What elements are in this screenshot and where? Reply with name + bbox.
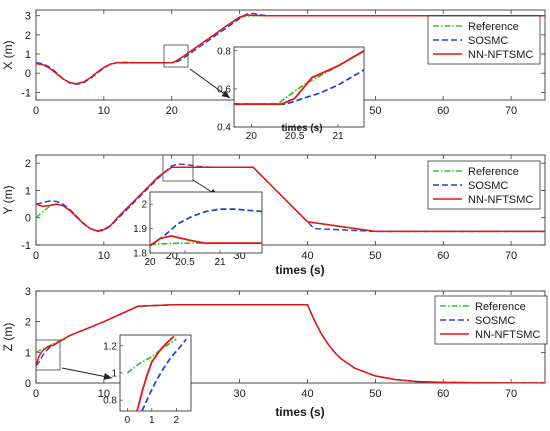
zoom-arrow bbox=[189, 68, 231, 99]
series-nn-nftsmc bbox=[36, 166, 545, 233]
legend-label: SOSMC bbox=[475, 315, 515, 327]
x-tick-label: 70 bbox=[505, 105, 517, 117]
series-group bbox=[36, 163, 545, 233]
x-axis-label: times (s) bbox=[275, 263, 324, 277]
y-tick-label: 2 bbox=[25, 317, 31, 329]
inset: 20 20.5 21 0.4 0.6 0.8 times (s) bbox=[217, 46, 365, 142]
legend-label: SOSMC bbox=[468, 180, 508, 192]
zoom-arrow bbox=[61, 367, 113, 379]
y-tick-label: 0 bbox=[25, 378, 31, 390]
x-tick-label: 10 bbox=[98, 250, 110, 262]
inset-series-nn-nftsmc bbox=[234, 50, 364, 105]
x-tick-label: 60 bbox=[437, 105, 449, 117]
legend: Reference SOSMC NN-NFTSMC bbox=[427, 15, 541, 65]
inset-series-nn-nftsmc bbox=[136, 335, 175, 411]
inset-y-tick-label: 2 bbox=[141, 200, 147, 211]
legend-label: Reference bbox=[468, 21, 519, 33]
legend-label: Reference bbox=[475, 301, 526, 313]
inset: 0 1 2 0.8 1 1.2 bbox=[103, 334, 192, 426]
y-axis-label: X (m) bbox=[1, 40, 15, 69]
y-tick-label: 2 bbox=[25, 158, 31, 170]
inset-y-tick-label: 0.6 bbox=[217, 84, 231, 95]
zoom-box bbox=[162, 154, 194, 182]
zoom-arrow-head bbox=[221, 90, 230, 98]
zoom-box bbox=[35, 339, 61, 371]
panel-z: 0102030405060700123Z (m)times (s)0120.81… bbox=[1, 286, 548, 426]
inset-x-tick-label: 21 bbox=[332, 131, 344, 142]
series-group bbox=[36, 304, 545, 383]
inset-x-tick-label: 20.5 bbox=[285, 131, 305, 142]
x-tick-label: 50 bbox=[369, 105, 381, 117]
legend-label: NN-NFTSMC bbox=[475, 329, 540, 341]
x-tick-label: 0 bbox=[33, 250, 39, 262]
legend-label: SOSMC bbox=[468, 35, 508, 47]
y-tick-label: 2 bbox=[25, 30, 31, 42]
x-tick-label: 60 bbox=[437, 388, 449, 400]
y-tick-label: -1 bbox=[21, 87, 31, 99]
x-tick-label: 60 bbox=[437, 250, 449, 262]
y-tick-label: 1 bbox=[25, 347, 31, 359]
x-tick-label: 20 bbox=[166, 105, 178, 117]
inset-x-tick-label: 2 bbox=[174, 415, 180, 426]
y-axis-label: Y (m) bbox=[1, 185, 15, 214]
inset-y-tick-label: 1.9 bbox=[133, 224, 147, 235]
inset-y-tick-label: 0.8 bbox=[217, 46, 231, 57]
y-tick-label: 1 bbox=[25, 185, 31, 197]
inset-series-nn-nftsmc bbox=[150, 234, 262, 247]
legend-label: NN-NFTSMC bbox=[468, 49, 533, 61]
inset-series-group bbox=[150, 208, 262, 247]
inset-y-tick-label: 0.8 bbox=[103, 396, 117, 407]
x-tick-label: 10 bbox=[98, 105, 110, 117]
inset-x-tick-label: 1 bbox=[149, 415, 155, 426]
inset-x-tick-label: 20 bbox=[144, 257, 156, 268]
inset-y-tick-label: 1.8 bbox=[133, 249, 147, 260]
legend: Reference SOSMC NN-NFTSMC bbox=[434, 295, 548, 345]
inset-x-tick-label: 21 bbox=[214, 257, 226, 268]
series-nn-nftsmc bbox=[36, 304, 545, 383]
y-tick-label: 3 bbox=[25, 286, 31, 298]
inset-x-label: times (s) bbox=[281, 123, 322, 134]
inset-y-tick-label: 1.2 bbox=[103, 341, 117, 352]
y-tick-label: 1 bbox=[25, 49, 31, 61]
inset-x-tick-label: 20 bbox=[246, 131, 258, 142]
legend-label: NN-NFTSMC bbox=[468, 194, 533, 206]
x-tick-label: 0 bbox=[33, 105, 39, 117]
zoom-box bbox=[163, 44, 189, 68]
legend-label: Reference bbox=[468, 166, 519, 178]
inset-series-group bbox=[126, 335, 187, 411]
y-tick-label: 0 bbox=[25, 213, 31, 225]
x-tick-label: 40 bbox=[301, 250, 313, 262]
x-tick-label: 10 bbox=[98, 388, 110, 400]
x-tick-label: 50 bbox=[369, 250, 381, 262]
x-tick-label: 70 bbox=[505, 250, 517, 262]
x-tick-label: 40 bbox=[301, 388, 313, 400]
y-tick-label: 3 bbox=[25, 11, 31, 23]
inset-series-sosmc bbox=[150, 208, 262, 247]
y-tick-label: 0 bbox=[25, 68, 31, 80]
x-tick-label: 0 bbox=[33, 388, 39, 400]
legend: Reference SOSMC NN-NFTSMC bbox=[427, 160, 541, 210]
y-tick-label: -1 bbox=[21, 240, 31, 252]
inset-y-tick-label: 1 bbox=[111, 369, 117, 380]
inset-series-reference bbox=[126, 338, 177, 374]
inset-y-tick-label: 0.4 bbox=[217, 123, 231, 134]
series-nn-nftsmc bbox=[36, 14, 545, 85]
inset-x-tick-label: 20.5 bbox=[175, 257, 195, 268]
inset-x-tick-label: 0 bbox=[125, 415, 131, 426]
inset-series-sosmc bbox=[234, 69, 364, 105]
y-axis-label: Z (m) bbox=[1, 323, 15, 352]
inset: 20 20.5 21 1.8 1.9 2 bbox=[133, 191, 263, 268]
zoom-arrow-head bbox=[103, 372, 112, 380]
inset-series-group bbox=[234, 50, 364, 105]
inset-series-sosmc bbox=[141, 338, 187, 411]
series-group bbox=[36, 12, 545, 86]
inset-frame bbox=[233, 46, 365, 128]
x-tick-label: 30 bbox=[233, 388, 245, 400]
x-tick-label: 70 bbox=[505, 388, 517, 400]
x-axis-label: times (s) bbox=[275, 405, 324, 419]
x-tick-label: 50 bbox=[369, 388, 381, 400]
